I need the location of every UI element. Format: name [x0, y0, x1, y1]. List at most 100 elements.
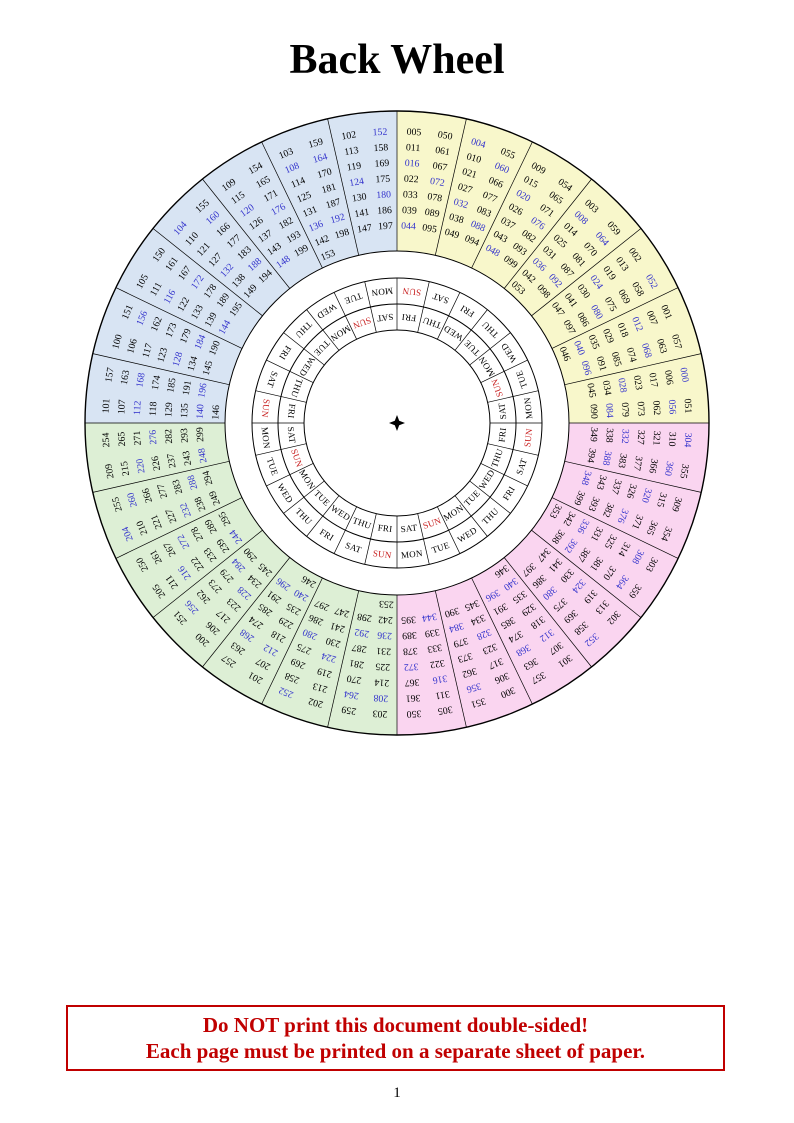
year-number: 175: [375, 174, 390, 186]
ring-circle: [224, 250, 570, 596]
year-number: 159: [307, 136, 324, 151]
year-sector: 209 215 220 226 237 243 248 254 265 271 276 282 293 2…: [101, 427, 210, 480]
year-number: 230: [325, 635, 342, 650]
year-number: 113: [344, 145, 360, 158]
year-number: 292: [354, 626, 370, 639]
year-number: 215: [119, 460, 132, 476]
year-number: 345: [463, 597, 481, 613]
year-sector: 1031081141251311361421531591641701811871…: [277, 136, 350, 263]
year-number: 049: [443, 227, 460, 242]
day-label: SUN: [289, 448, 305, 469]
year-sector: 0010070120180290350400460570630680740850…: [557, 303, 684, 376]
year-number: 224: [320, 650, 337, 665]
year-number: 192: [329, 212, 346, 227]
year-number: 006: [662, 369, 675, 385]
year-number: 350: [406, 708, 421, 720]
day-label: FRI: [277, 344, 293, 362]
year-number: 158: [373, 142, 388, 154]
quadrant-yellow: [397, 111, 709, 423]
day-label: MON: [297, 468, 317, 492]
year-number: 129: [163, 402, 175, 417]
year-number: 298: [356, 610, 372, 623]
year-number: 077: [481, 190, 499, 206]
year-number: 277: [155, 482, 170, 499]
year-number: 260: [125, 491, 140, 508]
year-number: 367: [404, 676, 419, 688]
day-label: WED: [456, 525, 479, 545]
year-number: 320: [639, 487, 654, 504]
year-number: 084: [603, 403, 615, 418]
year-number: 085: [609, 351, 624, 368]
year-number: 005: [406, 127, 421, 139]
year-number: 012: [629, 315, 645, 333]
year-number: 032: [452, 197, 469, 212]
day-label: MON: [522, 397, 534, 420]
day-label: SAT: [265, 370, 280, 389]
year-number: 333: [426, 641, 442, 654]
year-number: 038: [448, 212, 465, 227]
day-label: SAT: [496, 402, 508, 420]
year-number: 327: [635, 430, 647, 445]
year-number: 379: [452, 635, 469, 650]
year-number: 323: [481, 641, 499, 657]
year-number: 067: [432, 160, 448, 173]
year-number: 142: [313, 233, 331, 249]
year-number: 095: [421, 222, 437, 235]
year-number: 376: [615, 507, 631, 525]
day-label: MON: [477, 355, 497, 379]
year-number: 231: [376, 645, 391, 657]
year-number: 100: [110, 333, 125, 350]
year-number: 123: [155, 346, 170, 363]
year-number: 046: [557, 345, 573, 363]
year-number: 275: [295, 641, 313, 657]
year-number: 124: [349, 176, 365, 189]
year-number: 270: [346, 672, 362, 685]
year-number: 108: [283, 160, 301, 176]
day-label: THU: [351, 515, 373, 531]
day-label: SAT: [431, 291, 450, 306]
year-number: 388: [600, 450, 613, 466]
year-number: 395: [401, 614, 416, 626]
year-number: 004: [470, 136, 487, 151]
year-number: 288: [186, 474, 201, 491]
year-number: 221: [149, 513, 165, 531]
day-label: SUN: [351, 315, 372, 331]
year-number: 365: [644, 519, 660, 537]
year-number: 184: [193, 333, 209, 351]
year-number: 173: [164, 321, 180, 339]
year-number: 355: [677, 463, 690, 479]
year-number: 349: [588, 427, 600, 442]
year-number: 190: [207, 339, 223, 357]
year-number: 017: [646, 372, 659, 388]
year-number: 202: [307, 695, 324, 710]
year-number: 209: [103, 463, 116, 479]
year-number: 266: [140, 487, 155, 504]
year-number: 011: [406, 142, 421, 154]
year-number: 066: [487, 175, 505, 191]
year-number: 016: [404, 158, 419, 170]
year-number: 125: [295, 190, 313, 206]
year-number: 309: [669, 496, 684, 513]
year-number: 293: [179, 428, 191, 443]
warning-line-2: Each page must be printed on a separate …: [145, 1039, 646, 1064]
year-number: 351: [470, 695, 487, 710]
year-number: 237: [165, 452, 178, 468]
year-number: 021: [461, 166, 478, 181]
day-label: TUE: [462, 488, 482, 508]
day-label: TUE: [462, 338, 482, 358]
page-number: 1: [393, 1085, 401, 1101]
year-number: 390: [443, 605, 460, 620]
year-number: 316: [432, 672, 448, 685]
year-number: 213: [312, 680, 329, 695]
day-label: FRI: [458, 303, 476, 319]
day-label: TUE: [312, 488, 332, 508]
day-label: THU: [489, 447, 505, 469]
year-number: 249: [207, 489, 223, 507]
center-star-icon: [389, 415, 405, 431]
year-number: 118: [148, 401, 160, 416]
day-label: WED: [477, 468, 497, 491]
year-number: 356: [465, 680, 482, 695]
